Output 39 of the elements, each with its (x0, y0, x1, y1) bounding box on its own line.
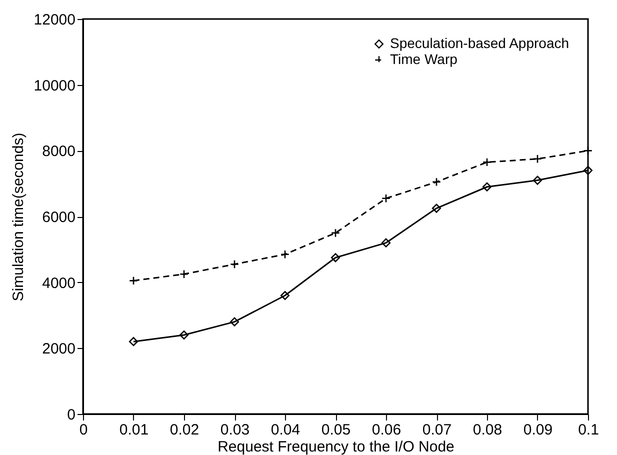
point (128, 337, 138, 346)
point (381, 238, 391, 248)
point (432, 177, 442, 186)
point (230, 317, 240, 326)
x-axis-title: Request Frequency to the I/O Node (218, 438, 454, 455)
point (532, 154, 542, 164)
point (330, 253, 340, 262)
y-tick-label: 12000 (34, 12, 76, 28)
point (381, 194, 391, 203)
legend-label: Speculation-based Approach (390, 35, 570, 51)
point (583, 166, 593, 175)
y-tick-label: 2000 (42, 340, 76, 358)
x-tick-label: 0.05 (321, 422, 351, 438)
x-tick-label: 0.04 (270, 422, 300, 438)
x-tick-label: 0 (79, 422, 88, 438)
x-tick-label: 0.09 (523, 422, 553, 438)
point (432, 204, 442, 213)
y-tick-label: 8000 (42, 143, 76, 160)
point (482, 182, 492, 192)
y-axis-title: Simulation time(seconds) (10, 132, 27, 302)
y-tick-label: 4000 (42, 274, 76, 292)
x-tick-label: 0.01 (119, 422, 149, 438)
y-tick-label: 6000 (42, 209, 76, 226)
x-tick-label: 0.07 (422, 422, 452, 438)
x-tick-label: 0.06 (372, 422, 402, 438)
point (179, 270, 189, 279)
x-tick-label: 0.02 (170, 422, 200, 438)
point (280, 290, 290, 300)
point (482, 158, 492, 167)
point (532, 176, 542, 185)
point (179, 330, 189, 340)
y-tick-label: 0 (67, 406, 76, 424)
point (128, 276, 138, 286)
y-tick-label: 10000 (34, 77, 76, 94)
x-tick-label: 0.03 (220, 422, 250, 438)
x-tick-label: 0.08 (472, 422, 502, 438)
x-tick-label: 0.1 (578, 422, 599, 438)
point (330, 228, 340, 238)
legend-label: Time Warp (390, 51, 458, 67)
